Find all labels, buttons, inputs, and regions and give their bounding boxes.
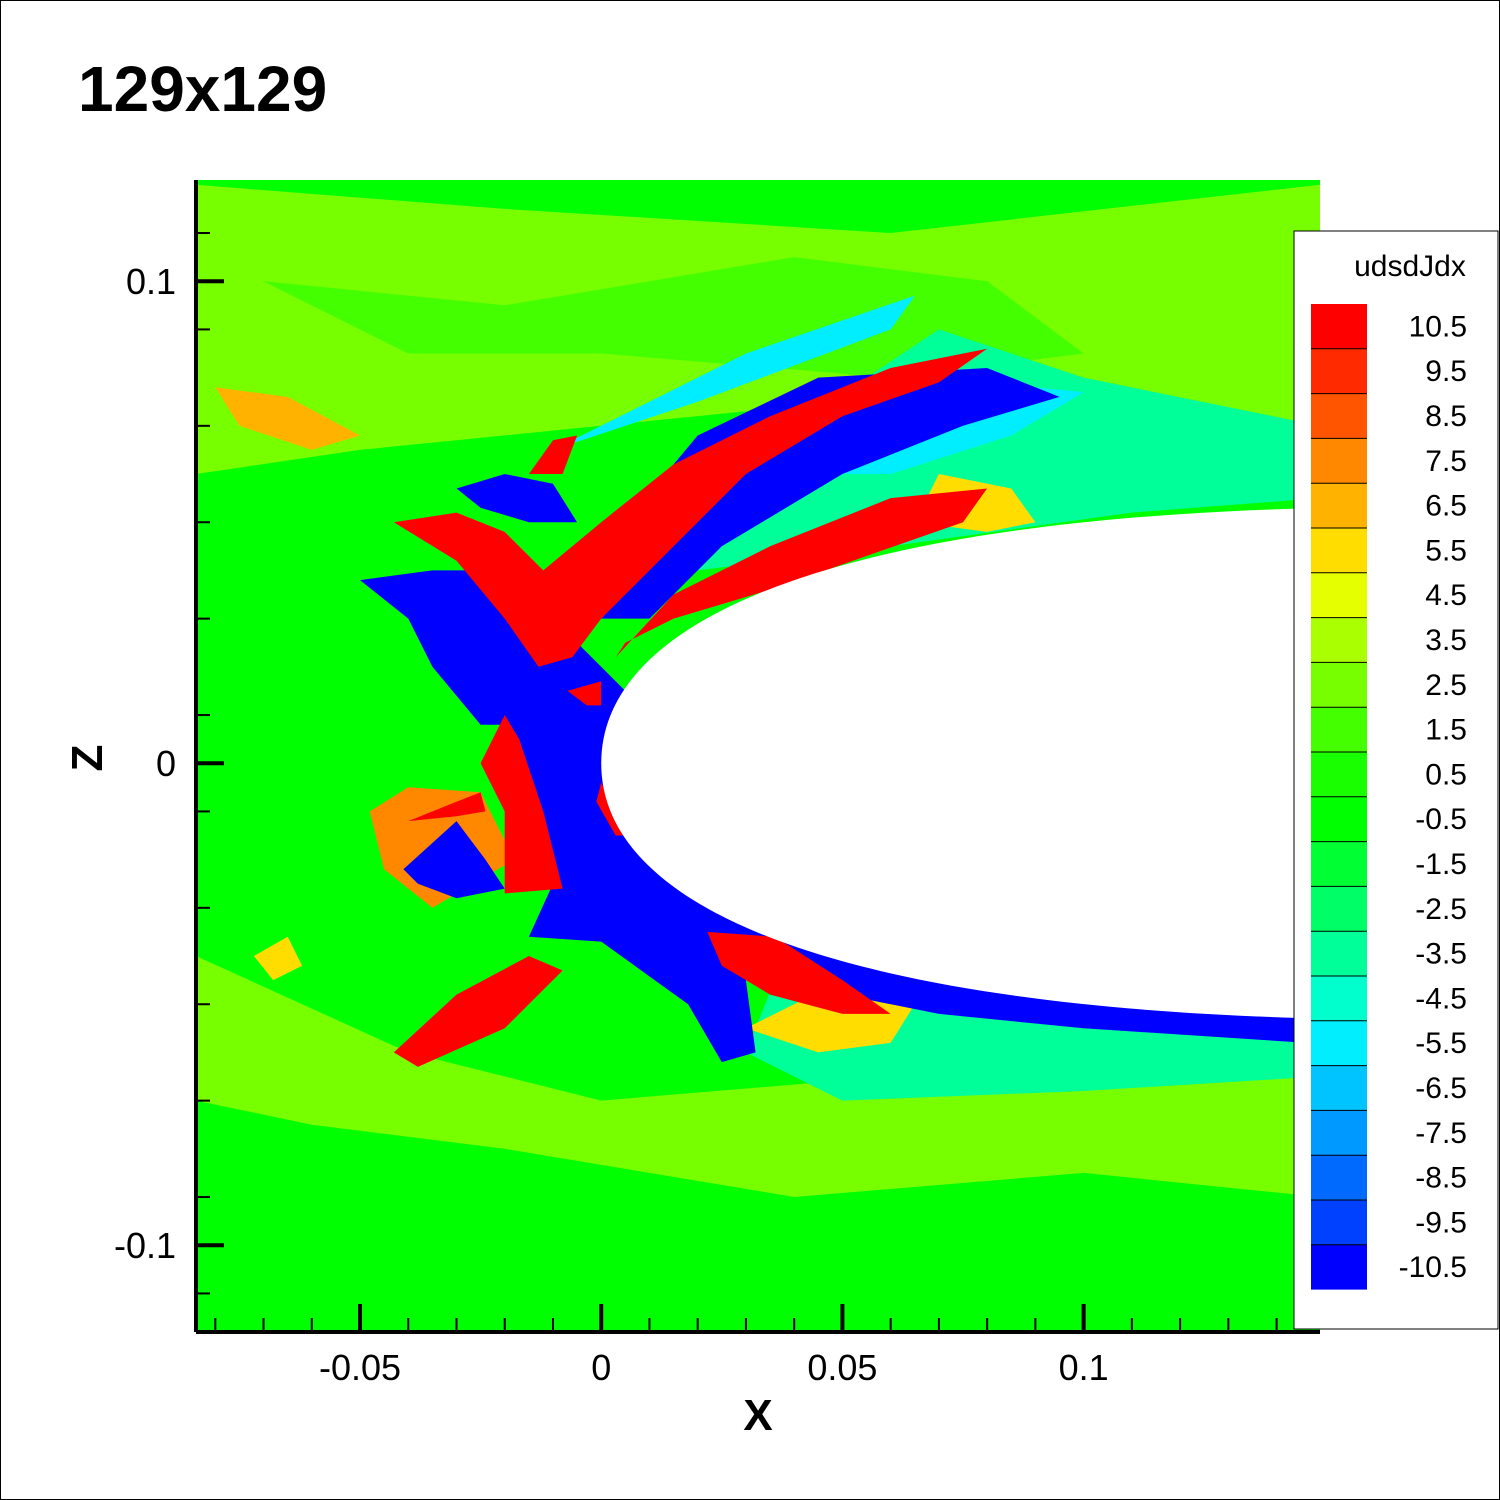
- legend-label: 5.5: [1425, 534, 1467, 567]
- legend-label: 1.5: [1425, 714, 1467, 747]
- legend: udsdJdx 10.5 9.5 8.5 7.5 6.5 5.5 4.5 3.5 2.5 1.5 0…: [1293, 230, 1499, 1330]
- plot-area: [196, 180, 1320, 1332]
- legend-items: 10.5 9.5 8.5 7.5 6.5 5.5 4.5 3.5 2.5 1.5 0.5 -0.5 -1…: [1311, 304, 1467, 1290]
- legend-swatch: [1311, 1110, 1367, 1156]
- legend-label: -4.5: [1415, 982, 1467, 1015]
- contour-blue-left-pocket: [403, 821, 505, 899]
- contour-red-top-small: [528, 435, 578, 474]
- legend-label: -5.5: [1415, 1027, 1467, 1060]
- x-tick-label: 0: [591, 1347, 611, 1388]
- legend-swatch: [1311, 796, 1367, 842]
- legend-swatch: [1311, 707, 1367, 752]
- page-title: 129x129: [78, 53, 328, 125]
- contour-blue-top-small: [456, 474, 578, 523]
- legend-label: -2.5: [1415, 893, 1467, 926]
- legend-swatch: [1311, 483, 1367, 528]
- y-tick-label: 0: [156, 743, 176, 784]
- legend-swatch: [1311, 1065, 1367, 1111]
- contour-red-lower-right: [707, 931, 891, 1014]
- legend-swatch: [1311, 662, 1367, 708]
- legend-label: -9.5: [1415, 1206, 1467, 1239]
- legend-swatch: [1311, 528, 1367, 573]
- legend-label: 3.5: [1425, 624, 1467, 657]
- legend-swatch: [1311, 752, 1367, 797]
- contour-upper-cyan-streak: [553, 295, 915, 450]
- y-tick-label: -0.1: [114, 1225, 176, 1266]
- contour-blue-arm-upper: [601, 368, 1060, 619]
- contour-regions: [196, 184, 1320, 1197]
- contour-lower-light-green: [196, 956, 1320, 1197]
- legend-swatch: [1311, 572, 1367, 618]
- legend-swatch: [1311, 976, 1367, 1021]
- x-tick-label: 0.1: [1059, 1347, 1109, 1388]
- legend-label: 2.5: [1425, 669, 1467, 702]
- x-tick-label: -0.05: [319, 1347, 401, 1388]
- contour-red-mid-arm: [615, 488, 988, 658]
- legend-label: 4.5: [1425, 579, 1467, 612]
- airfoil-body: [601, 508, 1320, 1019]
- legend-label: -3.5: [1415, 938, 1467, 971]
- legend-label: -10.5: [1399, 1251, 1467, 1284]
- contour-left-yellow-upper: [215, 387, 360, 450]
- legend-swatch: [1311, 304, 1367, 349]
- legend-swatch: [1311, 931, 1367, 976]
- legend-swatch: [1311, 438, 1367, 484]
- legend-label: -7.5: [1415, 1117, 1467, 1150]
- contour-upper-light-green: [263, 257, 1084, 378]
- contour-lower-left-yellow: [253, 936, 303, 981]
- legend-swatch: [1311, 886, 1367, 932]
- legend-swatch: [1311, 617, 1367, 663]
- x-tick-label: 0.05: [807, 1347, 877, 1388]
- legend-swatch: [1311, 1244, 1367, 1290]
- legend-swatch: [1311, 1200, 1367, 1245]
- legend-label: -8.5: [1415, 1162, 1467, 1195]
- contour-red-lower-left: [393, 956, 563, 1067]
- legend-swatch: [1311, 348, 1367, 394]
- contour-red-left-strip: [408, 792, 486, 822]
- legend-label: 6.5: [1425, 490, 1467, 523]
- axes: -0.05 0 0.05 0.1 0.1 0 -0.1 X Z: [63, 180, 1320, 1440]
- y-axis-title: Z: [63, 745, 112, 772]
- legend-swatch: [1311, 1155, 1367, 1200]
- legend-label: 8.5: [1425, 400, 1467, 433]
- legend-label: -1.5: [1415, 848, 1467, 881]
- x-axis-title: X: [743, 1391, 772, 1440]
- contour-red-left-mid: [480, 715, 563, 894]
- legend-swatch: [1311, 841, 1367, 887]
- contour-red-near-nose: [567, 681, 602, 706]
- legend-label: 10.5: [1409, 310, 1467, 343]
- legend-label: 7.5: [1425, 445, 1467, 478]
- legend-swatch: [1311, 393, 1367, 439]
- y-tick-label: 0.1: [126, 261, 176, 302]
- legend-label: -0.5: [1415, 803, 1467, 836]
- legend-label: 0.5: [1425, 758, 1467, 791]
- contour-red-upper-arm: [393, 348, 988, 667]
- legend-swatch: [1311, 1020, 1367, 1066]
- legend-title: udsdJdx: [1354, 250, 1466, 283]
- legend-label: 9.5: [1425, 355, 1467, 388]
- legend-label: -6.5: [1415, 1072, 1467, 1105]
